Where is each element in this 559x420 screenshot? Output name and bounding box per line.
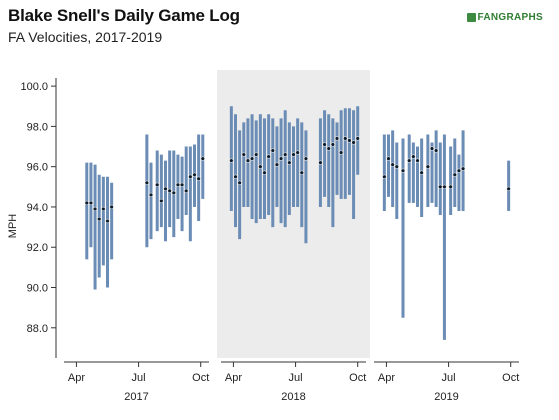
y-tick-label: 94.0 (27, 202, 48, 214)
x-tick-label: Oct (502, 372, 519, 384)
average-velocity-point (429, 146, 435, 151)
average-velocity-point (506, 186, 511, 191)
average-velocity-point (338, 150, 344, 155)
y-tick-label: 88.0 (27, 323, 48, 335)
average-velocity-point (295, 150, 300, 155)
average-velocity-point (343, 136, 348, 141)
x-tick-label: Apr (378, 372, 395, 384)
average-velocity-point (330, 142, 336, 147)
y-tick-label: 98.0 (27, 121, 48, 133)
average-velocity-point (291, 152, 296, 157)
average-velocity-point (415, 158, 420, 163)
average-velocity-point (283, 152, 288, 157)
x-tick-label: Apr (225, 372, 242, 384)
average-velocity-point (456, 168, 462, 173)
average-velocity-point (322, 142, 327, 147)
average-velocity-point (200, 156, 205, 161)
average-velocity-point (249, 156, 255, 161)
average-velocity-point (254, 152, 259, 157)
average-velocity-point (425, 164, 431, 169)
average-velocity-point (266, 154, 271, 159)
average-velocity-point (278, 156, 284, 161)
point-layer (84, 136, 511, 224)
average-velocity-point (258, 164, 263, 169)
average-velocity-point (334, 136, 340, 141)
y-tick-label: 100.0 (20, 81, 48, 93)
average-velocity-point (175, 182, 181, 187)
panel-year-label: 2019 (434, 391, 458, 403)
average-velocity-point (188, 174, 193, 179)
x-tick-label: Jul (289, 372, 303, 384)
average-velocity-point (382, 174, 387, 179)
average-velocity-point (394, 164, 399, 169)
chart-title: Blake Snell's Daily Game Log (8, 6, 240, 25)
x-tick-label: Oct (192, 372, 209, 384)
y-tick-label: 92.0 (27, 242, 48, 254)
x-tick-label: Jul (132, 372, 146, 384)
average-velocity-point (299, 170, 304, 175)
fangraphs-logo-icon (466, 13, 476, 22)
average-velocity-point (411, 154, 416, 159)
average-velocity-point (351, 140, 356, 145)
average-velocity-point (303, 156, 309, 161)
average-velocity-point (407, 158, 412, 163)
average-velocity-point (442, 184, 447, 189)
average-velocity-point (148, 192, 154, 198)
average-velocity-point (167, 188, 172, 193)
panel-year-label: 2018 (281, 391, 305, 403)
average-velocity-point (419, 170, 424, 175)
average-velocity-point (92, 206, 98, 212)
average-velocity-point (159, 198, 164, 204)
average-velocity-point (233, 174, 238, 179)
average-velocity-point (274, 162, 280, 167)
average-velocity-point (155, 182, 160, 187)
average-velocity-point (105, 218, 110, 224)
average-velocity-point (229, 158, 234, 163)
x-tick-label: Apr (68, 372, 85, 384)
average-velocity-point (241, 152, 246, 157)
chart-subtitle: FA Velocities, 2017-2019 (8, 29, 163, 45)
average-velocity-point (109, 204, 114, 210)
average-velocity-point (438, 184, 443, 189)
average-velocity-point (390, 162, 395, 167)
average-velocity-point (101, 206, 106, 212)
average-velocity-point (448, 184, 453, 189)
x-tick-label: Jul (442, 372, 456, 384)
average-velocity-point (84, 200, 89, 206)
average-velocity-point (184, 188, 189, 193)
average-velocity-point (196, 176, 201, 181)
average-velocity-point (144, 180, 150, 185)
average-velocity-point (262, 170, 267, 175)
average-velocity-point (287, 160, 292, 165)
average-velocity-point (452, 172, 457, 177)
x-tick-label: Oct (349, 372, 366, 384)
average-velocity-point (326, 146, 331, 151)
average-velocity-point (270, 148, 275, 153)
average-velocity-point (460, 166, 466, 171)
fangraphs-logo-text: FANGRAPHS (477, 12, 543, 23)
average-velocity-point (163, 186, 168, 191)
y-axis-title: MPH (7, 214, 19, 239)
y-tick-label: 96.0 (27, 162, 48, 174)
average-velocity-point (245, 158, 251, 163)
panel-year-label: 2017 (124, 391, 148, 403)
average-velocity-point (400, 168, 406, 173)
average-velocity-point (318, 160, 323, 165)
average-velocity-point (386, 156, 391, 161)
axis-layer: 100.0 98.0 96.0 94.0 92.0 90.0 88.0 Apr Jul Oct 20… (20, 78, 519, 403)
y-tick-label: 90.0 (27, 283, 48, 295)
average-velocity-point (171, 190, 176, 196)
average-velocity-point (179, 182, 185, 187)
average-velocity-point (88, 200, 94, 206)
average-velocity-point (355, 136, 360, 141)
average-velocity-point (97, 216, 102, 222)
average-velocity-point (347, 138, 352, 143)
average-velocity-point (237, 180, 242, 185)
average-velocity-point (433, 148, 439, 153)
average-velocity-point (192, 172, 197, 177)
fangraphs-logo: FANGRAPHS (466, 12, 543, 23)
